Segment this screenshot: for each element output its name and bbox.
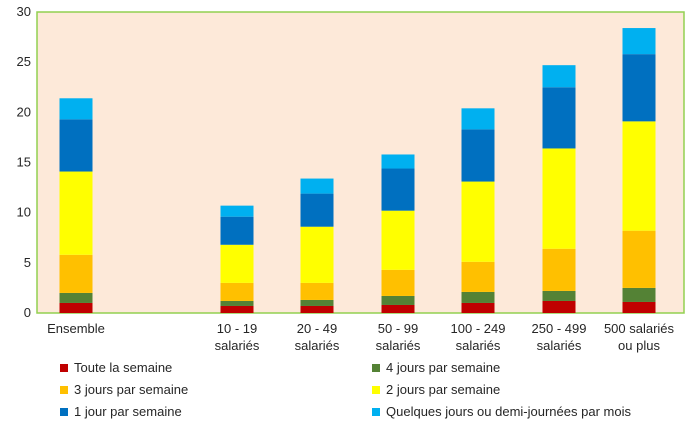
x-tick-label: 50 - 99 salariés xyxy=(376,321,421,353)
y-tick-label: 15 xyxy=(17,155,31,170)
y-tick-label: 5 xyxy=(24,255,31,270)
bar-segment xyxy=(461,108,495,130)
legend-swatch xyxy=(60,363,68,372)
bar-segment xyxy=(220,305,254,313)
bar-segment xyxy=(542,248,576,291)
legend-item: Quelques jours ou demi-journées par mois xyxy=(372,404,631,419)
bar-segment xyxy=(622,230,656,288)
x-tick-label: Ensemble xyxy=(47,321,105,336)
bar-segment xyxy=(622,54,656,122)
legend-swatch xyxy=(372,385,380,394)
y-tick-label: 10 xyxy=(17,205,31,220)
x-tick-label: 20 - 49 salariés xyxy=(295,321,340,353)
bar-segment xyxy=(381,304,415,313)
bar-segment xyxy=(59,119,93,172)
bar-segment xyxy=(220,216,254,245)
bar-segment xyxy=(59,292,93,303)
y-tick-label: 30 xyxy=(17,4,31,19)
legend-label: 3 jours par semaine xyxy=(74,382,189,397)
bar-segment xyxy=(59,302,93,313)
legend-label: Quelques jours ou demi-journées par mois xyxy=(386,404,631,419)
bar-segment xyxy=(381,210,415,270)
legend-swatch xyxy=(372,363,380,372)
bar-segment xyxy=(381,168,415,211)
x-tick-label: 10 - 19 salariés xyxy=(215,321,260,353)
bar-segment xyxy=(622,301,656,313)
bar-segment xyxy=(542,148,576,249)
bar-segment xyxy=(220,205,254,217)
legend-label: 2 jours par semaine xyxy=(386,382,501,397)
bar-segment xyxy=(300,178,334,194)
y-tick-label: 20 xyxy=(17,104,31,119)
bar-segment xyxy=(622,121,656,231)
y-tick-label: 25 xyxy=(17,54,31,69)
legend-label: 4 jours par semaine xyxy=(386,360,501,375)
bar-segment xyxy=(300,305,334,313)
bar-segment xyxy=(300,193,334,227)
bar-segment xyxy=(461,291,495,303)
bar-segment xyxy=(461,261,495,292)
legend-label: Toute la semaine xyxy=(74,360,173,375)
legend-swatch xyxy=(60,407,68,416)
bar-segment xyxy=(59,171,93,255)
legend-item: 1 jour par semaine xyxy=(60,404,182,419)
bar-segment xyxy=(381,269,415,296)
bar-segment xyxy=(300,299,334,306)
bar-segment xyxy=(461,129,495,182)
bars xyxy=(59,28,656,313)
bar-segment xyxy=(220,282,254,301)
bar-segment xyxy=(220,244,254,283)
bar-segment xyxy=(381,154,415,169)
bar-segment xyxy=(300,226,334,283)
legend-item: 3 jours par semaine xyxy=(60,382,188,397)
bar-segment xyxy=(461,302,495,313)
bar-segment xyxy=(542,290,576,301)
bar-segment xyxy=(59,98,93,120)
y-tick-label: 0 xyxy=(24,305,31,320)
legend-swatch xyxy=(60,385,68,394)
legend-item: 2 jours par semaine xyxy=(372,382,500,397)
bar-segment xyxy=(220,300,254,306)
y-axis: 0 5 10 15 20 25 30 xyxy=(17,4,31,320)
x-tick-label: 250 - 499 salariés xyxy=(532,321,587,353)
bar-segment xyxy=(461,181,495,262)
x-tick-label: 500 salariés ou plus xyxy=(604,321,675,353)
bar-segment xyxy=(542,87,576,149)
bar-segment xyxy=(59,254,93,293)
bar-segment xyxy=(542,65,576,88)
bar-segment xyxy=(381,295,415,305)
legend: Toute la semaine 4 jours par semaine 3 jou… xyxy=(60,360,694,429)
legend-swatch xyxy=(372,407,380,416)
bar-segment xyxy=(300,282,334,300)
x-tick-label: 100 - 249 salariés xyxy=(451,321,506,353)
legend-item: 4 jours par semaine xyxy=(372,360,500,375)
plot-area xyxy=(36,11,685,314)
legend-label: 1 jour par semaine xyxy=(74,404,182,419)
legend-item: Toute la semaine xyxy=(60,360,172,375)
bar-segment xyxy=(622,287,656,302)
x-axis: Ensemble 10 - 19 salariés 20 - 49 salariés 50… xyxy=(47,321,674,353)
bar-segment xyxy=(542,300,576,313)
bar-segment xyxy=(622,28,656,55)
